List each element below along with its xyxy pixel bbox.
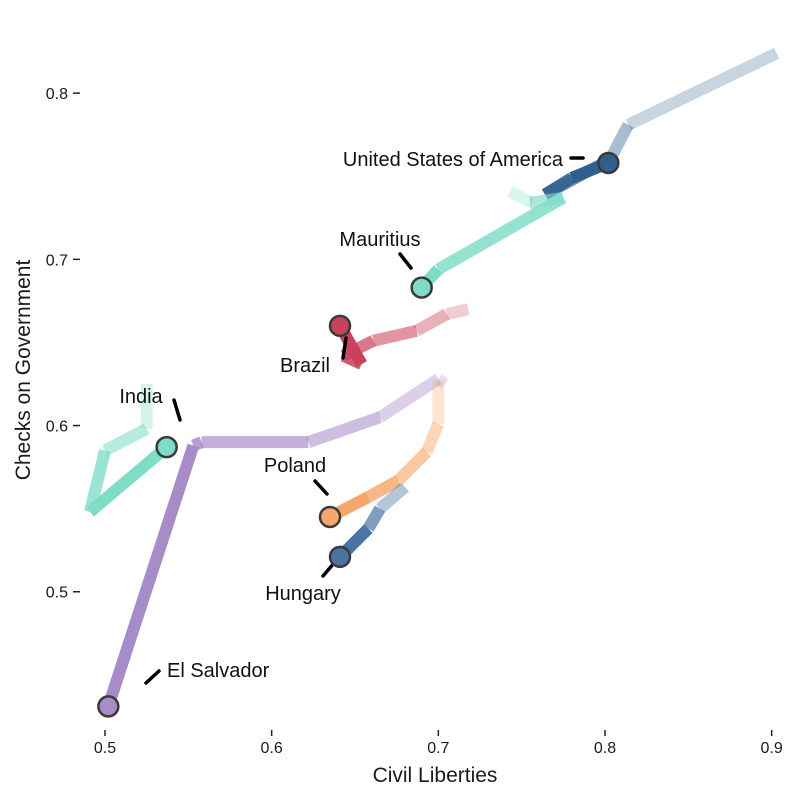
marker-poland bbox=[318, 505, 342, 529]
country-labels: United States of America Mauritius Brazil I… bbox=[119, 149, 564, 682]
path-segment bbox=[434, 374, 449, 389]
y-tick-label: 0.8 bbox=[46, 86, 68, 103]
leader-india bbox=[172, 398, 182, 422]
x-tick-label: 0.6 bbox=[261, 740, 283, 757]
y-axis-ticks: 0.5 0.6 0.7 0.8 bbox=[46, 86, 80, 602]
path-segment bbox=[102, 423, 150, 456]
x-tick-label: 0.9 bbox=[761, 740, 783, 757]
x-tick-label: 0.8 bbox=[594, 740, 616, 757]
label-hungary: Hungary bbox=[265, 583, 341, 605]
leader-mauritius bbox=[398, 252, 413, 270]
path-segment bbox=[394, 447, 431, 485]
label-leader-lines bbox=[144, 156, 585, 685]
label-india: India bbox=[119, 386, 163, 408]
path-segment bbox=[86, 442, 171, 517]
path-segment bbox=[376, 373, 442, 423]
x-tick-label: 0.5 bbox=[94, 740, 116, 757]
path-segment bbox=[102, 443, 200, 709]
path-segment bbox=[191, 436, 204, 452]
label-poland: Poland bbox=[264, 455, 326, 477]
axes: 0.5 0.6 0.7 0.8 0.9 0.5 0.6 0.7 0.8 Civil Liber… bbox=[12, 86, 783, 787]
series-poland bbox=[327, 380, 445, 523]
label-mauritius: Mauritius bbox=[339, 229, 420, 251]
label-united-states-of-america: United States of America bbox=[343, 149, 564, 171]
series-paths bbox=[84, 47, 780, 709]
label-brazil: Brazil bbox=[280, 355, 330, 377]
path-segment bbox=[413, 308, 450, 337]
path-segment bbox=[365, 475, 402, 503]
marker-mauritius bbox=[410, 276, 433, 299]
leader-brazil bbox=[341, 336, 348, 360]
marker-el-salvador bbox=[97, 695, 120, 718]
latest-point-markers bbox=[97, 151, 620, 718]
marker-brazil bbox=[328, 314, 352, 338]
leader-poland bbox=[313, 479, 329, 496]
path-segment bbox=[84, 449, 111, 514]
path-segment bbox=[507, 185, 535, 209]
path-segment bbox=[435, 192, 567, 275]
label-el-salvador: El Salvador bbox=[167, 660, 270, 682]
marker-united-states-of-america bbox=[597, 151, 620, 175]
path-segment bbox=[421, 421, 444, 455]
path-segment bbox=[376, 482, 409, 514]
series-india bbox=[84, 383, 171, 517]
path-segment bbox=[306, 411, 382, 448]
path-segment bbox=[625, 47, 780, 131]
x-tick-label: 0.7 bbox=[427, 740, 449, 757]
y-tick-label: 0.5 bbox=[46, 585, 68, 602]
series-mauritius bbox=[417, 185, 567, 292]
leader-hungary bbox=[321, 561, 336, 578]
x-axis-title: Civil Liberties bbox=[373, 764, 498, 787]
series-brazil bbox=[334, 303, 470, 370]
path-segment bbox=[445, 303, 470, 321]
series-el-salvador bbox=[102, 373, 449, 709]
path-segment bbox=[371, 324, 419, 347]
series-united-states-of-america bbox=[541, 47, 780, 200]
marker-india bbox=[155, 435, 178, 459]
marker-hungary bbox=[328, 545, 352, 569]
y-axis-title: Checks on Government bbox=[12, 260, 35, 481]
y-tick-label: 0.7 bbox=[46, 252, 68, 269]
y-tick-label: 0.6 bbox=[46, 419, 68, 436]
leader-el-salvador bbox=[144, 669, 161, 685]
path-segment bbox=[541, 172, 575, 200]
x-axis-ticks: 0.5 0.6 0.7 0.8 0.9 bbox=[94, 730, 783, 757]
path-segment bbox=[363, 505, 386, 532]
